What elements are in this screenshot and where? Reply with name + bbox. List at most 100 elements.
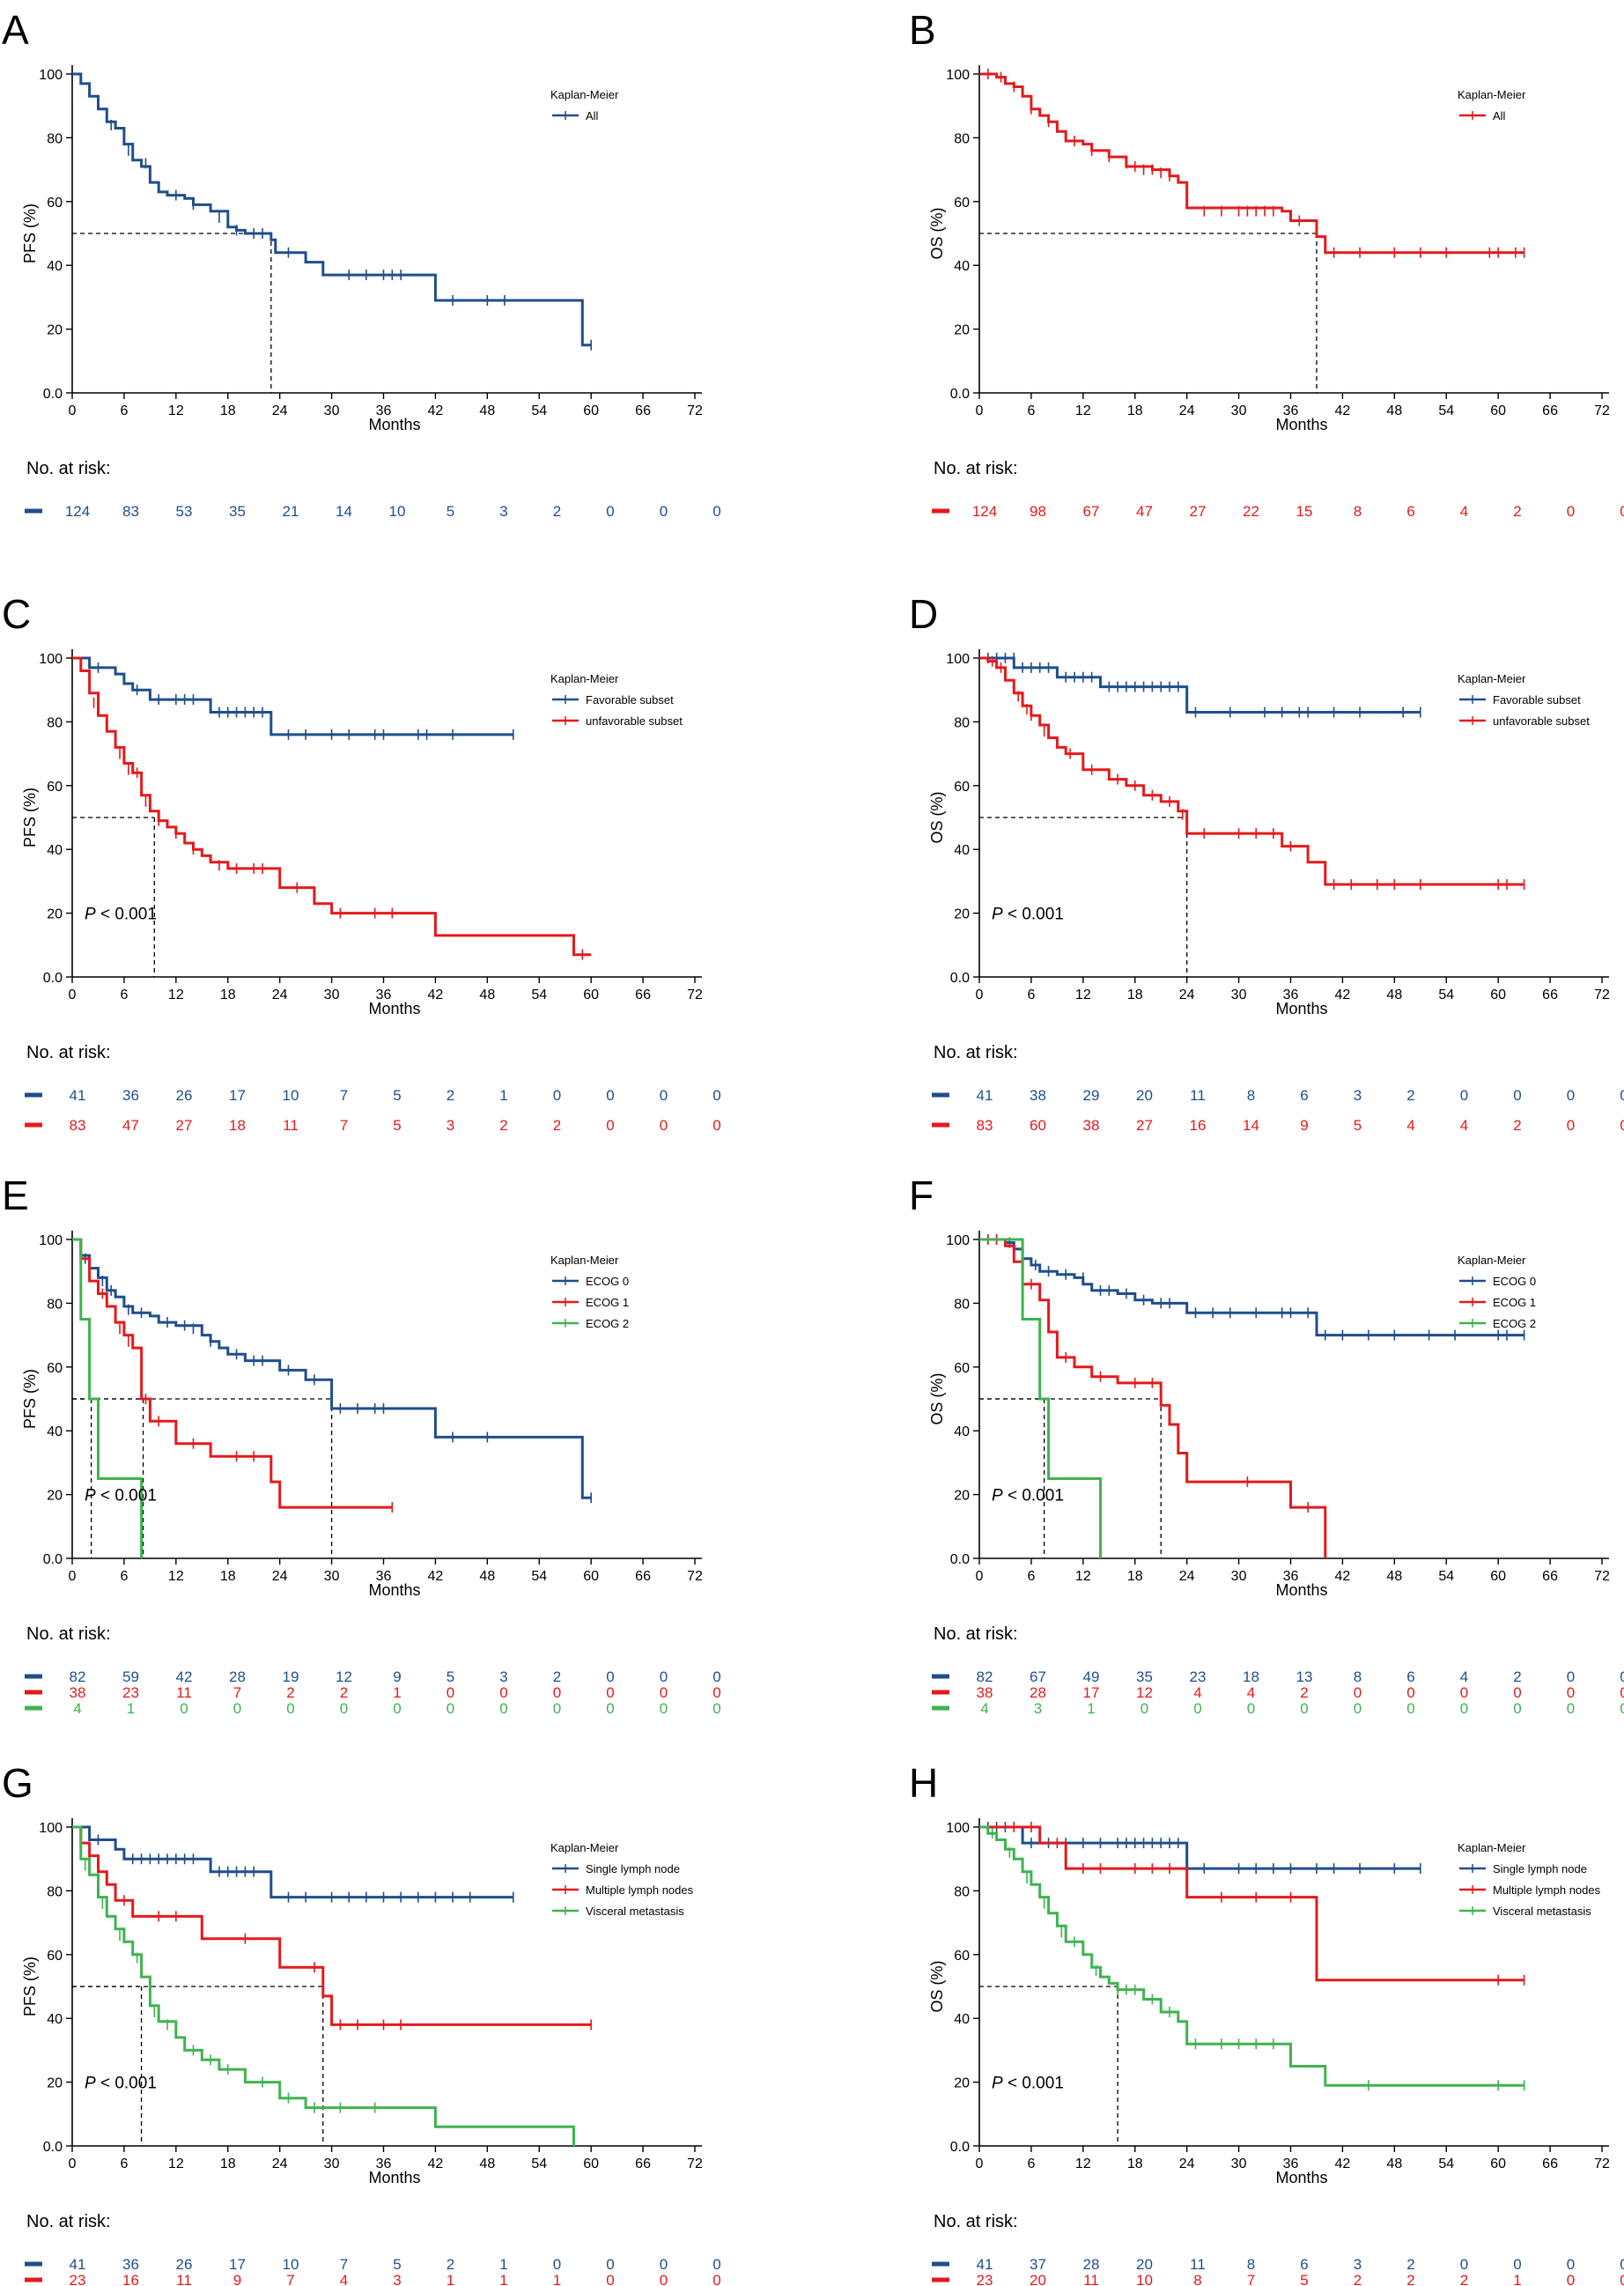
- x-tick-label: 66: [635, 988, 651, 1002]
- y-tick-label: 20: [47, 1489, 63, 1504]
- legend-label: Visceral metastasis: [1493, 1905, 1591, 1918]
- x-tick-label: 42: [1335, 1569, 1351, 1584]
- legend-title: Kaplan-Meier: [1458, 672, 1526, 685]
- y-tick-label: 80: [954, 1884, 970, 1899]
- risk-count: 2: [499, 1117, 507, 1134]
- risk-count: 1: [499, 2272, 507, 2286]
- x-tick-label: 66: [635, 403, 651, 418]
- x-tick-label: 66: [1542, 988, 1558, 1002]
- p-symbol: P: [992, 2075, 1003, 2093]
- risk-count: 7: [340, 2256, 348, 2273]
- risk-count: 5: [393, 2256, 401, 2273]
- x-tick-label: 60: [583, 403, 599, 418]
- risk-count: 2: [1513, 503, 1521, 520]
- x-tick-label: 18: [1127, 988, 1143, 1002]
- y-tick-label: 100: [946, 68, 970, 83]
- x-tick-label: 54: [531, 403, 547, 418]
- y-tick-label: 0.0: [43, 387, 63, 402]
- risk-count: 4: [1247, 1684, 1255, 1701]
- risk-count: 0: [340, 1700, 348, 1717]
- y-tick-label: 40: [47, 2012, 63, 2027]
- risk-count: 0: [660, 1087, 668, 1104]
- p-value-label: P < 0.001: [992, 1487, 1064, 1506]
- risk-count: 0: [1193, 1700, 1201, 1717]
- risk-count: 2: [1513, 1117, 1521, 1134]
- panel-letter: A: [2, 7, 29, 53]
- x-tick-label: 42: [428, 403, 444, 418]
- y-tick-label: 100: [39, 1821, 63, 1836]
- risk-count: 59: [122, 1668, 139, 1685]
- x-tick-label: 72: [1594, 403, 1610, 418]
- x-tick-label: 0: [69, 2157, 77, 2171]
- p-value-text: < 0.001: [1003, 2075, 1064, 2093]
- km-curve-green: [72, 1238, 144, 1558]
- x-tick-label: 24: [1179, 988, 1195, 1002]
- legend-label: ECOG 2: [1493, 1317, 1536, 1330]
- p-symbol: P: [992, 906, 1003, 924]
- risk-count: 3: [393, 2272, 401, 2286]
- risk-count: 0: [1460, 1700, 1468, 1717]
- risk-count: 6: [1406, 1668, 1414, 1685]
- risk-count: 6: [1406, 503, 1414, 520]
- p-symbol: P: [85, 906, 96, 924]
- x-tick-label: 6: [120, 1569, 128, 1584]
- risk-count: 38: [977, 1684, 993, 1701]
- risk-count: 12: [336, 1668, 352, 1685]
- risk-count: 0: [553, 1700, 561, 1717]
- y-tick-label: 80: [47, 715, 63, 730]
- y-tick-label: 40: [47, 1424, 63, 1439]
- x-tick-label: 18: [220, 2157, 236, 2171]
- risk-count: 83: [977, 1117, 993, 1134]
- x-tick-label: 6: [120, 403, 128, 418]
- risk-count: 0: [1620, 1684, 1624, 1701]
- risk-count: 7: [233, 1684, 241, 1701]
- x-tick-label: 60: [1490, 2157, 1506, 2171]
- risk-count: 124: [65, 503, 90, 520]
- x-tick-label: 66: [635, 2157, 651, 2171]
- km-curve-green: [72, 1825, 575, 2146]
- y-tick-label: 60: [954, 196, 970, 211]
- risk-count: 6: [1300, 1087, 1308, 1104]
- x-tick-label: 66: [1542, 1569, 1558, 1584]
- risk-count: 0: [1140, 1700, 1148, 1717]
- risk-count: 0: [1460, 1684, 1468, 1701]
- km-curve-blue: [72, 656, 513, 736]
- y-tick-label: 80: [47, 1297, 63, 1312]
- x-tick-label: 72: [687, 1569, 703, 1584]
- risk-count: 0: [660, 1668, 668, 1685]
- x-axis-label: Months: [1275, 1000, 1327, 1017]
- y-tick-label: 80: [47, 1884, 63, 1899]
- y-tick-label: 20: [954, 2076, 970, 2091]
- y-tick-label: 40: [47, 259, 63, 274]
- risk-count: 4: [1460, 1668, 1468, 1685]
- x-tick-label: 72: [1594, 988, 1610, 1002]
- y-tick-label: 60: [47, 780, 63, 795]
- risk-count: 0: [1354, 1700, 1362, 1717]
- risk-count: 23: [977, 2272, 993, 2286]
- km-curve-blue: [979, 1825, 1421, 1870]
- x-tick-label: 12: [1075, 988, 1091, 1002]
- km-curve-blue: [72, 1825, 513, 1899]
- risk-count: 4: [73, 1700, 81, 1717]
- y-axis-label: OS (%): [928, 207, 946, 259]
- risk-count: 3: [1034, 1700, 1042, 1717]
- x-tick-label: 66: [1542, 2157, 1558, 2171]
- risk-count: 0: [660, 1117, 668, 1134]
- risk-table-title: No. at risk:: [26, 1624, 111, 1644]
- x-tick-label: 12: [168, 403, 184, 418]
- legend-label: unfavorable subset: [1493, 714, 1590, 728]
- p-value-text: < 0.001: [1003, 906, 1064, 924]
- x-tick-label: 42: [1335, 988, 1351, 1002]
- risk-count: 0: [1513, 1684, 1521, 1701]
- risk-count: 7: [340, 1087, 348, 1104]
- risk-count: 0: [1620, 1087, 1624, 1104]
- p-symbol: P: [85, 1487, 96, 1506]
- risk-count: 83: [70, 1117, 86, 1134]
- legend-label: ECOG 1: [586, 1296, 629, 1309]
- x-tick-label: 36: [376, 988, 392, 1002]
- x-tick-label: 18: [220, 988, 236, 1002]
- risk-count: 1: [127, 1700, 135, 1717]
- risk-count: 0: [712, 1668, 720, 1685]
